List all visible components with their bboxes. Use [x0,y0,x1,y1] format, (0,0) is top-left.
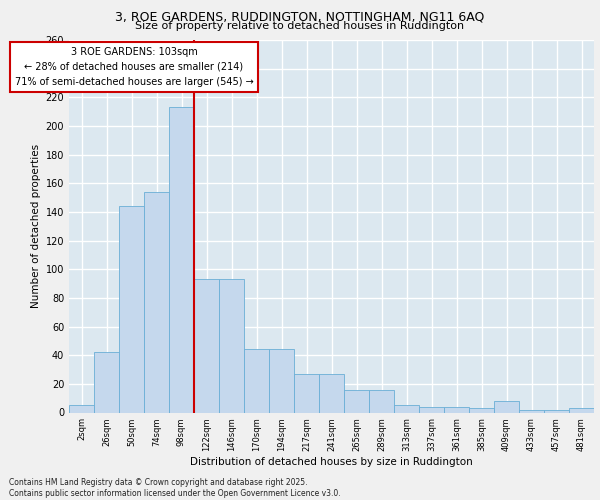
Bar [269,350,294,412]
Bar [369,390,394,412]
Bar [344,390,369,412]
Bar [194,280,219,412]
X-axis label: Distribution of detached houses by size in Ruddington: Distribution of detached houses by size … [190,457,473,467]
Bar [244,350,269,412]
Bar [469,408,494,412]
Text: 3, ROE GARDENS, RUDDINGTON, NOTTINGHAM, NG11 6AQ: 3, ROE GARDENS, RUDDINGTON, NOTTINGHAM, … [115,10,485,23]
Y-axis label: Number of detached properties: Number of detached properties [31,144,41,308]
Text: Size of property relative to detached houses in Ruddington: Size of property relative to detached ho… [136,21,464,31]
Bar [219,280,244,412]
Text: Contains HM Land Registry data © Crown copyright and database right 2025.
Contai: Contains HM Land Registry data © Crown c… [9,478,341,498]
Bar [394,406,419,412]
Bar [169,108,194,412]
Bar [94,352,119,412]
Bar [294,374,319,412]
Bar [119,206,144,412]
Bar [569,408,594,412]
Bar [419,407,444,412]
Bar [444,407,469,412]
Bar [319,374,344,412]
Bar [519,410,544,412]
Bar [69,406,94,412]
Bar [544,410,569,412]
Bar [144,192,169,412]
Text: 3 ROE GARDENS: 103sqm
← 28% of detached houses are smaller (214)
71% of semi-det: 3 ROE GARDENS: 103sqm ← 28% of detached … [14,47,253,87]
Bar [494,401,519,412]
